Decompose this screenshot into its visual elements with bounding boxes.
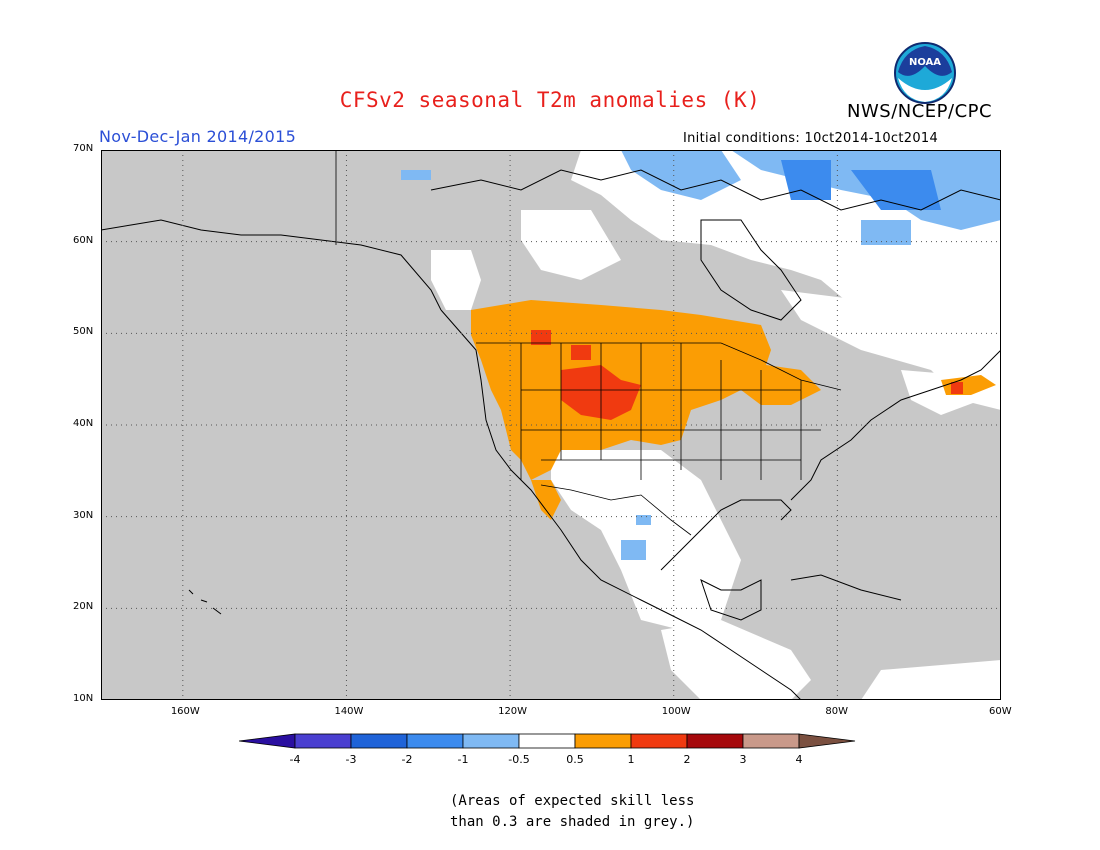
cool-labrador [861, 220, 911, 245]
near-normal-pacificsouth [861, 660, 1001, 700]
colorbar-box [462, 733, 520, 749]
colorbar-box [406, 733, 464, 749]
longitude-label: 100W [661, 706, 691, 717]
skill-note-line1: (Areas of expected skill less [450, 793, 695, 809]
logo-text: NOAA [909, 57, 941, 68]
colorbar-box [630, 733, 688, 749]
latitude-label: 50N [73, 326, 94, 338]
coast-alaska [101, 219, 442, 311]
map-title: CFSv2 seasonal T2m anomalies (K) [339, 88, 761, 112]
colorbar-label: 2 [684, 753, 691, 766]
colorbar-label: -1 [458, 753, 469, 766]
colorbar-box [742, 733, 800, 749]
longitude-label: 80W [825, 706, 848, 717]
near-normal-centralamerica [661, 620, 811, 700]
colorbar: -4 -3 -2 -1 -0.5 0.5 1 2 3 4 [239, 733, 856, 766]
coast-hawaii [188, 589, 222, 615]
coast-atlantic [790, 349, 1001, 501]
border-us-mexico [540, 484, 692, 536]
longitude-label: 60W [989, 706, 1012, 717]
skill-note: (Areas of expected skill less than 0.3 a… [450, 791, 740, 833]
warm-baja [531, 480, 561, 520]
colorbar-box [294, 733, 352, 749]
coast-arctic [430, 169, 1001, 211]
coast-cuba [790, 574, 902, 601]
colorbar-label: 3 [740, 753, 747, 766]
longitude-label: 160W [170, 706, 200, 717]
coast-gulf [660, 499, 792, 571]
cool-yukon [401, 170, 431, 180]
latitude-label: 30N [73, 509, 94, 521]
coastlines [101, 169, 1001, 700]
latitude-label: 40N [73, 418, 94, 429]
colorbar-label: -4 [290, 753, 301, 766]
warm-maritime-core [951, 382, 963, 394]
cool-arctic-a [621, 150, 741, 200]
colorbar-box [574, 733, 632, 749]
colorbar-box [518, 733, 576, 749]
colorbar-low-arrow [239, 733, 296, 749]
graticule [101, 150, 1001, 700]
agency-label: NWS/NCEP/CPC [847, 101, 993, 122]
colorbar-box [350, 733, 408, 749]
colorbar-label: -2 [402, 753, 413, 766]
coast-hudson [700, 219, 802, 321]
colorbar-label: -0.5 [508, 753, 529, 766]
colorbar-label: 1 [628, 753, 635, 766]
latitude-label: 10N [73, 693, 94, 704]
colorbar-label: -3 [346, 753, 357, 766]
longitude-label: 140W [334, 706, 364, 717]
initial-conditions-label: Initial conditions: 10ct2014-10ct2014 [683, 131, 939, 146]
colorbar-label: 4 [796, 753, 803, 766]
coast-pacific [440, 309, 802, 700]
skill-note-line2: than 0.3 are shaded in grey.) [450, 814, 695, 830]
cool-baffin [781, 160, 831, 200]
latitude-label: 60N [73, 234, 94, 246]
anomaly-map [101, 150, 1001, 700]
cool-regions [401, 150, 1001, 560]
longitude-label: 120W [498, 706, 528, 717]
near-normal-yukon [521, 210, 621, 280]
coast-yucatan [700, 579, 762, 621]
latitude-label: 70N [73, 143, 94, 154]
borders [335, 150, 842, 536]
near-normal-arctic [571, 150, 1001, 410]
near-normal-bc [431, 250, 481, 310]
latitude-label: 20N [73, 601, 94, 613]
noaa-logo: NOAA [894, 42, 956, 104]
map-frame [101, 150, 1001, 700]
colorbar-high-arrow [798, 733, 856, 749]
cool-mexico-b [636, 515, 651, 525]
season-label: Nov-Dec-Jan 2014/2015 [99, 127, 297, 146]
cool-greenland [851, 170, 941, 210]
cool-mexico-a [621, 540, 646, 560]
colorbar-boxes [239, 733, 856, 749]
near-normal-regions [431, 150, 1001, 700]
near-normal-eastcanada [781, 290, 1001, 380]
colorbar-box [686, 733, 744, 749]
warm-greatlakes [731, 360, 821, 405]
colorbar-labels: -4 -3 -2 -1 -0.5 0.5 1 2 3 4 [290, 753, 803, 766]
warm-idaho [571, 345, 591, 360]
border-canada-us [476, 342, 842, 391]
colorbar-label: 0.5 [566, 753, 584, 766]
